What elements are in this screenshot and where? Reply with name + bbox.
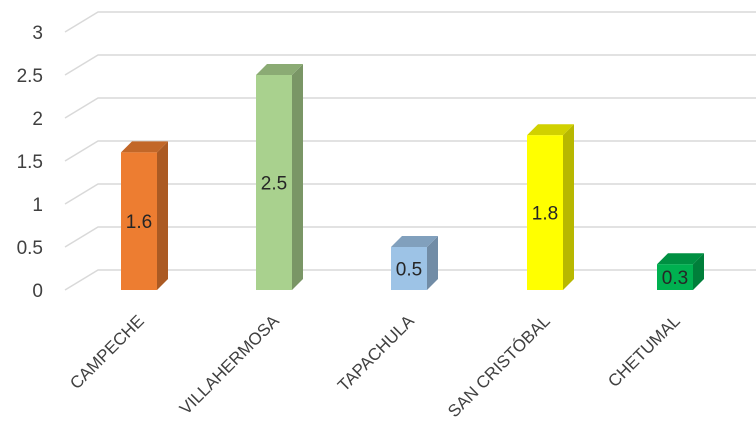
y-tick-label: 1 [32, 195, 43, 216]
gridline [64, 11, 756, 33]
gridline [64, 183, 756, 205]
y-tick-label: 2.5 [17, 66, 43, 87]
bar-front-face [256, 75, 292, 290]
bar-top-face [527, 124, 574, 136]
data-label: 1.6 [126, 212, 152, 233]
bar-front-face [121, 152, 157, 290]
x-category-label: SAN CRISTÓBAL [444, 311, 554, 421]
x-category-label: VILLAHERMOSA [176, 311, 283, 418]
data-label: 0.5 [396, 260, 422, 281]
bar-side-face [563, 124, 574, 290]
y-tick-label: 1.5 [17, 152, 43, 173]
gridlines [64, 11, 756, 291]
data-labels: 1.6 2.5 0.5 1.8 0.3 [126, 174, 688, 290]
bar [391, 236, 438, 290]
data-label: 2.5 [261, 174, 287, 195]
x-category-label: CAMPECHE [66, 311, 148, 393]
bar [121, 141, 168, 290]
y-tick-label: 2 [32, 109, 43, 130]
bar-front-face [657, 264, 693, 290]
y-axis-tick-labels: 0 0.5 1 1.5 2 2.5 3 [17, 23, 43, 302]
gridline [64, 97, 756, 119]
x-axis-category-labels: CAMPECHE VILLAHERMOSA TAPACHULA SAN CRISTÓB… [66, 311, 684, 421]
bar-top-face [121, 141, 168, 153]
bar [527, 124, 574, 290]
x-category-label: CHETUMAL [604, 311, 684, 391]
y-tick-label: 0.5 [17, 238, 43, 259]
bar-side-face [693, 253, 704, 290]
bar-side-face [427, 236, 438, 290]
bar-side-face [157, 141, 168, 290]
data-label: 0.3 [662, 268, 688, 289]
bar-side-face [292, 64, 303, 290]
bar-top-face [391, 236, 438, 247]
bars [121, 64, 704, 290]
y-tick-label: 3 [32, 23, 43, 44]
bar [657, 253, 704, 290]
y-tick-label: 0 [32, 281, 43, 302]
gridline [64, 140, 756, 162]
x-category-label: TAPACHULA [334, 311, 418, 395]
data-label: 1.8 [532, 204, 558, 225]
bar-front-face [391, 247, 427, 290]
bar-front-face [527, 135, 563, 290]
gridline [64, 54, 756, 76]
bar-top-face [256, 64, 303, 75]
bar [256, 64, 303, 290]
bar-top-face [657, 253, 704, 265]
